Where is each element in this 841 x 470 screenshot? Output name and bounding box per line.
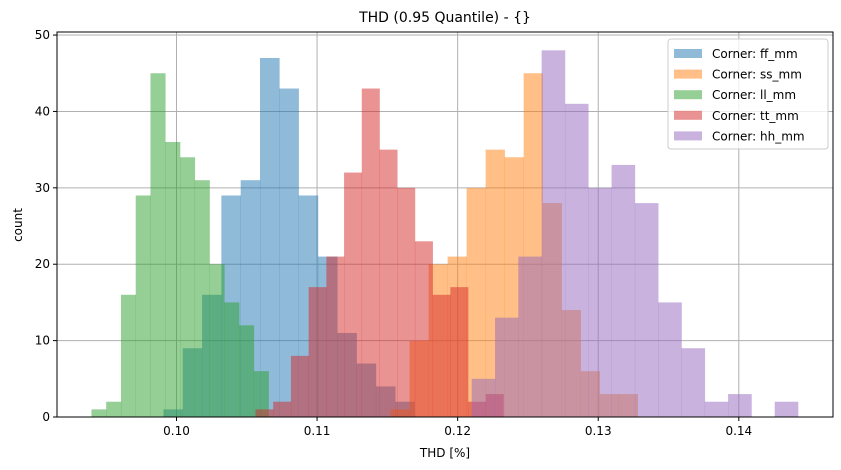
histogram-bar: [253, 371, 269, 417]
x-tick-label: 0.14: [725, 424, 752, 438]
legend-label: Corner: tt_mm: [712, 109, 799, 123]
x-tick-label: 0.12: [444, 424, 471, 438]
y-tick-label: 50: [35, 28, 50, 42]
y-tick-label: 20: [35, 257, 50, 271]
histogram-bar: [150, 73, 166, 417]
histogram-bar: [471, 378, 496, 417]
legend-box: [667, 38, 829, 150]
chart-title: THD (0.95 Quantile) - {}: [358, 10, 531, 26]
histogram-bar: [728, 394, 752, 417]
y-axis-ticks: 0 10 20 30 40 50: [35, 28, 57, 424]
histogram-bar: [681, 348, 706, 417]
series-corner-hh-mm: [471, 50, 799, 418]
histogram-bar: [432, 294, 451, 417]
histogram-bar: [135, 195, 151, 417]
histogram-bar: [279, 88, 299, 418]
x-tick-label: 0.11: [304, 424, 331, 438]
histogram-bar: [518, 256, 542, 417]
y-tick-label: 10: [35, 334, 50, 348]
legend-swatch: [674, 69, 702, 79]
y-tick-label: 0: [42, 410, 50, 424]
histogram-bar: [326, 256, 345, 417]
legend-label: Corner: ll_mm: [712, 88, 796, 102]
histogram-bar: [450, 287, 469, 417]
x-axis-ticks: 0.10 0.11 0.12 0.13 0.14: [163, 417, 752, 438]
histogram-bar: [344, 172, 363, 417]
histogram-bar: [224, 302, 240, 417]
histogram-bar: [180, 157, 196, 417]
histogram-bar: [361, 88, 380, 418]
histogram-bar: [91, 409, 107, 417]
y-axis-label: count: [11, 208, 25, 242]
plot-frame: [56, 31, 834, 418]
legend-swatch: [674, 131, 702, 141]
legend: Corner: ff_mm Corner: ss_mm Corner: ll_mm C…: [667, 38, 829, 150]
histogram-bar: [414, 241, 433, 417]
histogram-bar: [290, 355, 309, 417]
histogram-bar: [495, 317, 519, 417]
histogram-bar: [273, 401, 292, 417]
histogram-bar: [704, 401, 729, 417]
histogram-bar: [774, 401, 799, 417]
histogram-bar: [634, 203, 659, 417]
histogram-bar: [658, 302, 682, 417]
legend-swatch: [674, 110, 702, 120]
histogram-bar: [541, 50, 566, 417]
histogram-bar: [259, 57, 280, 417]
histogram-bar: [397, 187, 416, 417]
histogram-bar: [194, 180, 210, 417]
legend-label: Corner: hh_mm: [712, 129, 805, 143]
histogram-bar: [308, 287, 327, 417]
y-tick-label: 30: [35, 181, 50, 195]
legend-label: Corner: ff_mm: [712, 47, 798, 61]
histogram-bar: [239, 325, 255, 417]
x-tick-label: 0.10: [163, 424, 190, 438]
histogram-bar: [466, 187, 486, 417]
histogram-bar: [165, 142, 181, 417]
histogram-bar: [564, 103, 589, 418]
histogram-bars: [91, 50, 799, 418]
legend-label: Corner: ss_mm: [712, 68, 802, 82]
histogram-bar: [106, 401, 122, 417]
legend-swatch: [674, 90, 702, 100]
series-corner-ll-mm: [91, 73, 269, 417]
histogram-bar: [209, 264, 225, 417]
y-tick-label: 40: [35, 104, 50, 118]
x-tick-label: 0.13: [585, 424, 612, 438]
histogram-bar: [120, 294, 137, 417]
histogram-bar: [611, 164, 636, 417]
histogram-bar: [588, 187, 612, 417]
histogram-bar: [379, 149, 398, 417]
histogram-bar: [255, 409, 274, 417]
x-axis-label: THD [%]: [419, 446, 470, 460]
legend-swatch: [674, 49, 702, 58]
